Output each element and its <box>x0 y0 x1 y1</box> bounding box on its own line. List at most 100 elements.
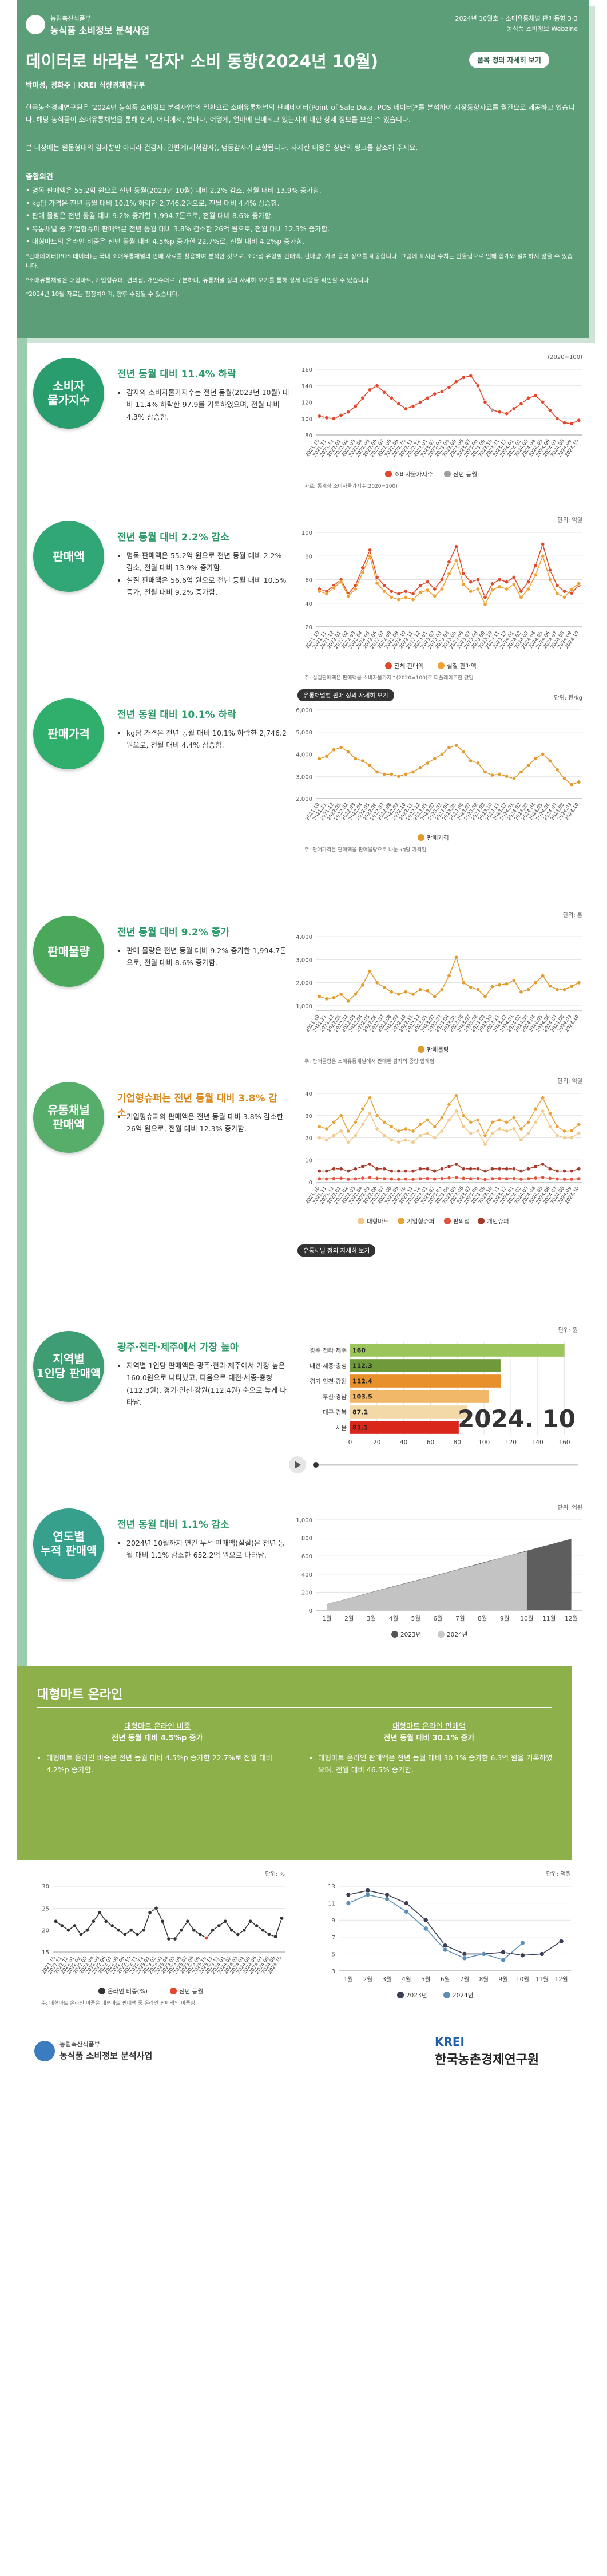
footer-program: 농식품 소비정보 분석사업 <box>59 2050 153 2061</box>
legend-label: 2024년 <box>447 1631 467 1638</box>
bullet: 대형마트 온라인 판매액은 전년 동월 대비 30.1% 증가한 6.3억 원을… <box>318 1752 558 1776</box>
category-label: 대전·세종·충청 <box>310 1363 347 1370</box>
y-tick-label: 120 <box>301 400 312 406</box>
point <box>562 1169 567 1174</box>
point <box>497 1176 502 1181</box>
point <box>569 421 574 426</box>
point <box>533 756 538 761</box>
online-title: 대형마트 온라인 <box>37 1688 123 1702</box>
x-tick-label: 10월 <box>520 1615 533 1622</box>
point <box>425 580 430 584</box>
footer-institute: 한국농촌경제연구원 <box>435 2053 539 2067</box>
point <box>360 758 365 763</box>
point <box>346 1901 351 1906</box>
section-label: 판매액 <box>53 1117 85 1131</box>
slider-knob <box>313 1462 319 1468</box>
point <box>519 1169 523 1174</box>
point <box>404 1909 409 1914</box>
point <box>433 587 437 591</box>
point <box>418 1176 423 1181</box>
legend-marker <box>444 1218 451 1224</box>
point <box>367 1175 372 1180</box>
point <box>469 589 473 594</box>
point <box>562 420 567 425</box>
point <box>497 578 502 582</box>
x-tick-label: 0 <box>348 1439 352 1446</box>
logo-icon <box>26 15 45 34</box>
y-tick-label: 100 <box>301 530 312 536</box>
section-headline: 전년 동월 대비 1.1% 감소 <box>117 1519 229 1531</box>
point <box>389 1169 394 1174</box>
point <box>411 1129 415 1133</box>
authors: 박미성, 정화주 | KREI 식량경제연구부 <box>26 81 145 89</box>
point <box>331 995 336 1000</box>
section-badge: 소비자 물가지수 <box>33 358 104 429</box>
legend-label: 판매가격 <box>427 834 449 841</box>
point <box>72 1923 77 1928</box>
point <box>339 992 343 997</box>
y-tick-label: 7 <box>332 1935 335 1941</box>
intro-1: 한국농촌경제연구원은 '2024년 농식품 소비정보 분석사업'의 일환으로 소… <box>26 104 575 124</box>
point <box>248 1919 253 1923</box>
legend-label: 전체 판매액 <box>394 663 424 670</box>
section-bullets: kg당 가격은 전년 동월 대비 10.1% 하락한 2,746.2원으로, 전… <box>117 727 289 752</box>
legend-label: 실질 판매액 <box>447 663 477 670</box>
point <box>501 1950 506 1955</box>
point <box>331 1167 336 1171</box>
point <box>433 1124 437 1129</box>
definition-button[interactable]: 유통채널 정의 자세히 보기 <box>297 1244 376 1257</box>
definition-button[interactable]: 유통채널별 판매 정의 자세히 보기 <box>297 689 394 701</box>
section-label: 판매물량 <box>47 944 90 958</box>
point <box>555 987 560 992</box>
point <box>439 1167 444 1171</box>
y-tick-label: 40 <box>305 1091 312 1097</box>
point <box>526 587 531 591</box>
point <box>403 1137 408 1142</box>
summary-title: 종합의견 <box>26 173 53 181</box>
point <box>475 1167 480 1171</box>
point <box>261 1928 265 1933</box>
y-tick-label: 5 <box>332 1951 335 1958</box>
legend-marker <box>385 471 392 477</box>
bullet: 지역별 1인당 판매액은 광주·전라·제주에서 가장 높은 160.0원으로 나… <box>126 1360 289 1408</box>
point <box>526 1176 531 1181</box>
point <box>389 1124 394 1129</box>
point <box>439 578 444 582</box>
legend-marker <box>478 1218 485 1224</box>
x-tick-label: 6월 <box>433 1615 442 1622</box>
point <box>353 587 358 591</box>
point <box>396 401 401 406</box>
point <box>331 1133 336 1138</box>
point <box>548 758 552 763</box>
x-tick-label: 11월 <box>542 1615 556 1622</box>
point <box>110 1923 114 1928</box>
point <box>483 994 487 999</box>
detail-button[interactable]: 품목 정의 자세히 보기 <box>469 52 549 68</box>
point <box>384 1896 390 1902</box>
point <box>411 770 415 775</box>
point <box>339 745 343 750</box>
point <box>324 754 329 758</box>
legend-marker <box>443 1992 450 1998</box>
point <box>533 1107 538 1111</box>
point <box>548 1176 552 1180</box>
point <box>418 400 423 405</box>
section-headline: 전년 동월 대비 9.2% 증가 <box>117 927 229 938</box>
point <box>454 1109 459 1113</box>
point <box>490 985 495 989</box>
y-tick-label: 6,000 <box>296 708 312 714</box>
point <box>497 1167 502 1171</box>
point <box>154 1906 158 1910</box>
point <box>497 410 502 414</box>
section-label: 소비자 <box>53 379 85 393</box>
point <box>353 756 358 761</box>
point <box>389 589 394 594</box>
y-tick-label: 3 <box>332 1969 335 1975</box>
bullet: 기업형슈퍼의 판매액은 전년 동월 대비 3.8% 감소한 26억 원으로, 전… <box>126 1111 289 1135</box>
point <box>511 582 516 587</box>
category-label: 경기·인천·강원 <box>310 1378 347 1385</box>
y-tick-label: 100 <box>301 416 312 422</box>
bar <box>350 1405 467 1419</box>
online-bullets: 대형마트 온라인 판매액은 전년 동월 대비 30.1% 증가한 6.3억 원을… <box>309 1752 558 1776</box>
point <box>185 1919 190 1923</box>
